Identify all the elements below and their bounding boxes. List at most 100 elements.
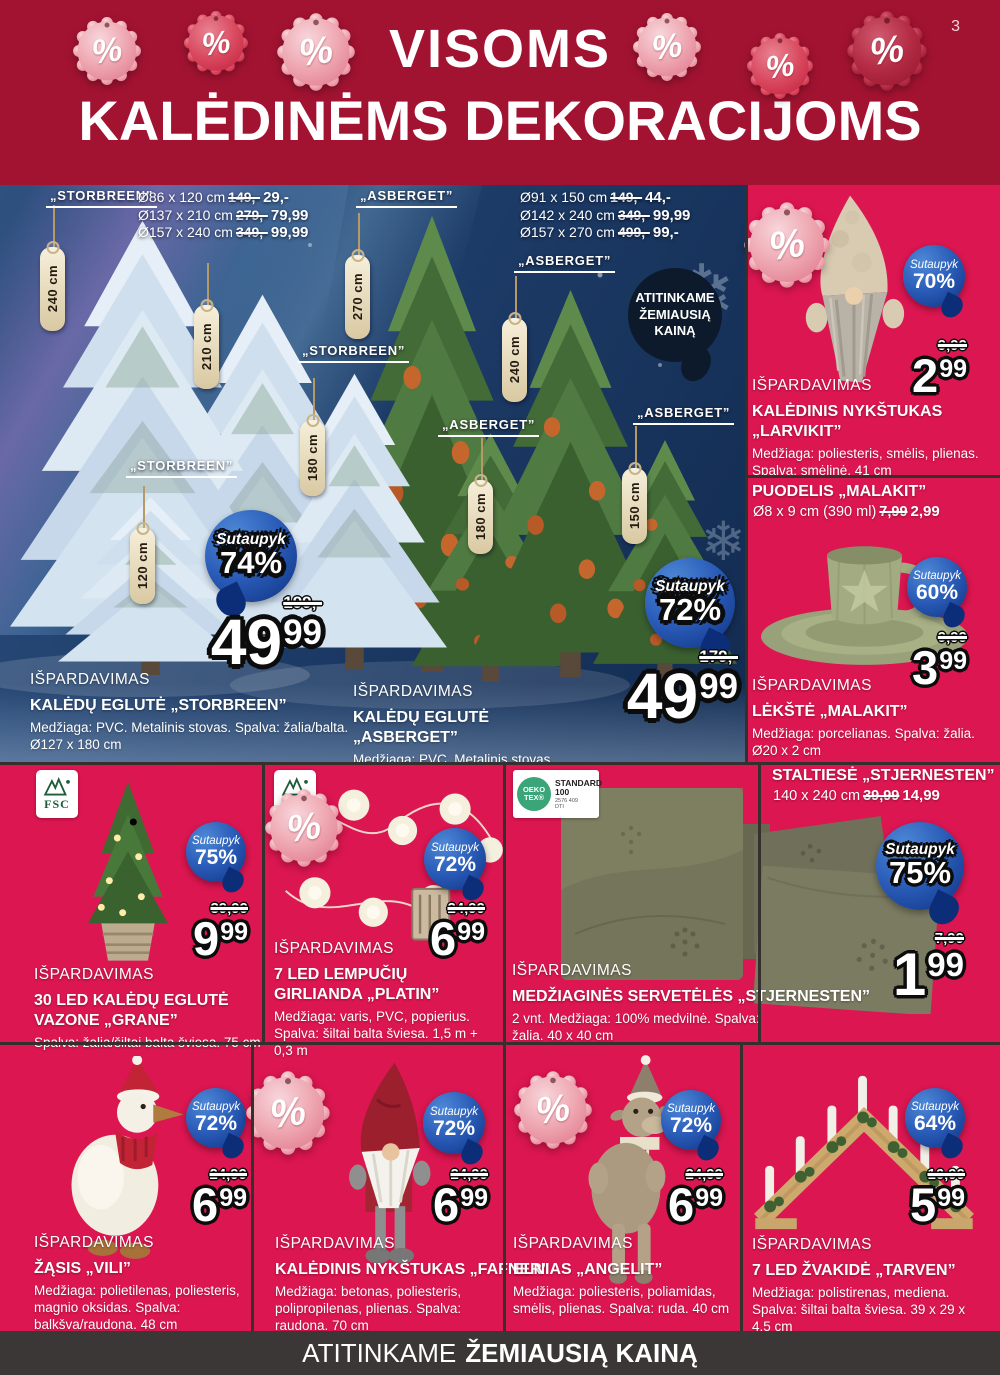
- product-image-gnome-larvikit: [805, 195, 905, 383]
- tree-name-label: „ASBERGET”: [438, 417, 540, 437]
- product-card-grane: FSC Sutaupyk 75% 39,99 999 IŠPARDAVIMAS 3…: [0, 762, 264, 1050]
- header-title-line1: VISOMS: [388, 19, 612, 79]
- product-info: IŠPARDAVIMAS 7 LED LEMPUČIŲ GIRLIANDA „P…: [274, 940, 499, 1059]
- sale-flag: IŠPARDAVIMAS: [34, 1234, 154, 1251]
- product-description: Medžiaga: porcelianas. Spalva: žalia. Ø2…: [752, 726, 975, 758]
- product-image-potted-tree: [88, 782, 168, 961]
- tree-name-label: „ASBERGET”: [633, 405, 735, 425]
- product-image-goose: [71, 1056, 184, 1259]
- savings-badge: Sutaupyk 70%: [903, 245, 965, 307]
- product-title: KALĖDŲ EGLUTĖ „STORBREEN”: [30, 697, 287, 714]
- size-price-row: Ø157 x 240 cm 349,- 99,99: [138, 224, 309, 241]
- percent-tag-icon: %: [846, 10, 928, 92]
- product-info: IŠPARDAVIMAS KALĖDINIS NYKŠTUKAS „LARVIK…: [752, 377, 990, 479]
- product-image-candle-bridge: [754, 1075, 974, 1230]
- percent-tag-icon: %: [183, 10, 249, 76]
- product-info: IŠPARDAVIMAS KALĖDŲ EGLUTĖ „STORBREEN” M…: [30, 671, 360, 753]
- product-info: IŠPARDAVIMAS LĖKŠTĖ „MALAKIT” Medžiaga: …: [752, 677, 992, 759]
- percent-sign: %: [199, 22, 233, 63]
- product-card-larvikit: % Sutaupyk 70% 9,99 299 IŠPARDAVIMAS KALĖ…: [743, 185, 1000, 479]
- divider: [262, 762, 265, 1042]
- product-description: Medžiaga: PVC. Metalinis stovas. Spalva:…: [353, 752, 555, 763]
- old-price: 179,-: [699, 647, 738, 666]
- divider: [758, 762, 761, 1042]
- price-block: 9,99 299: [912, 337, 967, 399]
- footer-prefix: ATITINKAME: [302, 1337, 457, 1368]
- sale-flag: IŠPARDAVIMAS: [752, 377, 872, 394]
- divider: [503, 762, 506, 1042]
- old-price: 7,99: [934, 930, 964, 947]
- size-price-list: Ø91 x 150 cm 149,- 44,- Ø142 x 240 cm 349,-…: [520, 189, 690, 242]
- product-card-vili: Sutaupyk 72% 24,99 699 IŠPARDAVIMAS ŽĄSIS…: [0, 1042, 253, 1332]
- price-block: 16,99 599: [910, 1166, 965, 1231]
- product-description: Medžiaga: betonas, poliesteris, poliprop…: [275, 1284, 462, 1333]
- percent-tag-icon: %: [746, 32, 814, 100]
- size-price-row: Ø86 x 120 cm 149,- 29,-: [138, 189, 289, 206]
- current-price: 699: [433, 1178, 488, 1231]
- header-banner: VISOMS KALĖDINĖMS DEKORACIJOMS 3 % % % %…: [0, 0, 1000, 185]
- savings-badge: Sutaupyk 72%: [645, 558, 735, 648]
- product-info: IŠPARDAVIMAS MEDŽIAGINĖS SERVETĖLĖS „STJ…: [512, 962, 870, 1044]
- product-title: LĖKŠTĖ „MALAKIT”: [752, 703, 908, 720]
- product-info: IŠPARDAVIMAS ELNIAS „ANGELIT” Medžiaga: …: [513, 1235, 741, 1317]
- percent-sign: %: [296, 28, 336, 75]
- percent-tag-icon: %: [743, 201, 831, 289]
- percent-sign: %: [284, 804, 324, 851]
- height-tag: 210 cm: [194, 263, 219, 389]
- current-price: 699: [668, 1178, 723, 1231]
- product-card-fafner: % Sutaupyk 72% 24,99 699 IŠPARDAVIMAS KAL…: [253, 1042, 550, 1333]
- percent-tag-icon: %: [264, 788, 344, 868]
- tree-name-label: „STORBREEN”: [46, 188, 158, 208]
- product-image-napkin: [561, 788, 770, 980]
- tree-name-label: „ASBERGET”: [514, 253, 616, 273]
- product-description: 2 vnt. Medžiaga: 100% medvilnė. Spalva: …: [512, 1011, 760, 1043]
- snowflake-icon: ❄: [700, 512, 746, 572]
- savings-badge: Sutaupyk 72%: [424, 828, 486, 890]
- price-block: 24,99 699: [433, 1166, 488, 1231]
- product-title: ELNIAS „ANGELIT”: [513, 1261, 663, 1278]
- product-image-elk: [588, 1055, 675, 1284]
- product-info: IŠPARDAVIMAS 7 LED ŽVAKIDĖ „TARVEN” Medž…: [752, 1236, 992, 1335]
- height-tag: 180 cm: [300, 378, 325, 496]
- product-title: MEDŽIAGINĖS SERVETĖLĖS „STJERNESTEN”: [512, 988, 870, 1005]
- old-price: 9,99: [937, 337, 967, 354]
- percent-sign: %: [267, 1088, 309, 1137]
- size-price-row: Ø142 x 240 cm 349,- 99,99: [520, 206, 691, 224]
- percent-sign: %: [649, 25, 685, 68]
- height-tag: 150 cm: [622, 426, 647, 544]
- product-card-angelit: % Sutaupyk 72% 24,99 699 IŠPARDA: [505, 1042, 742, 1331]
- product-title: KALĖDŲ EGLUTĖ „ASBERGET”: [353, 709, 489, 746]
- price-block: 9,99 399: [912, 629, 967, 691]
- price-block: 7,99 199: [893, 930, 964, 1005]
- sale-flag: IŠPARDAVIMAS: [353, 683, 473, 700]
- sale-flag: IŠPARDAVIMAS: [30, 671, 150, 688]
- percent-tag-icon: %: [632, 12, 702, 82]
- product-subline: Ø8 x 9 cm (390 ml) 7,99 2,99: [753, 503, 940, 520]
- savings-badge: Sutaupyk 72%: [423, 1092, 485, 1154]
- product-card-staltiese: STALTIESĖ „STJERNESTEN” 140 x 240 cm 39,9…: [754, 762, 1000, 1042]
- size-price-row: Ø137 x 210 cm 279,- 79,99: [138, 206, 309, 224]
- tree-name-label: „STORBREEN”: [126, 458, 238, 478]
- sale-flag: IŠPARDAVIMAS: [34, 966, 154, 983]
- percent-tag-icon: %: [72, 16, 142, 86]
- divider: [0, 1042, 1000, 1045]
- height-tag: 180 cm: [468, 438, 493, 554]
- old-price: 24,99: [447, 900, 485, 917]
- header-title-line2: KALĖDINĖMS DEKORACIJOMS: [78, 89, 922, 152]
- savings-badge: Sutaupyk 74%: [205, 510, 297, 602]
- percent-tag-icon: %: [276, 12, 356, 92]
- percent-sign: %: [867, 27, 907, 74]
- product-image-cup-saucer: [761, 546, 968, 665]
- current-price: 599: [910, 1178, 965, 1231]
- percent-tag-icon: %: [513, 1070, 593, 1150]
- product-description: Medžiaga: polistirenas, mediena. Spalva:…: [752, 1285, 966, 1334]
- old-price: 24,99: [685, 1166, 723, 1183]
- price-block: 39,99 999: [193, 900, 248, 962]
- sale-flag: IŠPARDAVIMAS: [752, 677, 872, 694]
- page-number: 3: [951, 18, 960, 35]
- product-title: 7 LED LEMPUČIŲ GIRLIANDA „PLATIN”: [274, 966, 440, 1003]
- old-price: 9,99: [937, 629, 967, 646]
- product-description: Medžiaga: polietilenas, poliesteris, mag…: [34, 1283, 240, 1332]
- product-description: Medžiaga: poliesteris, smėlis, plienas. …: [752, 446, 979, 478]
